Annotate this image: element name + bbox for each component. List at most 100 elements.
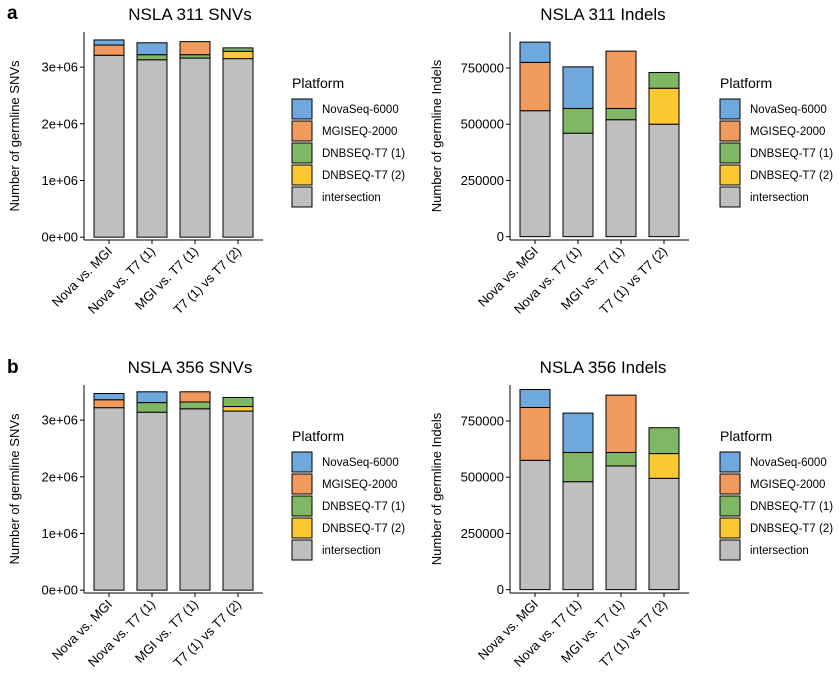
bar-segment-dnbseq-t7-1 — [179, 54, 211, 59]
bar-segment-novaseq-6000 — [519, 41, 551, 63]
bar-segment-dnbseq-t7-1 — [222, 396, 254, 408]
legend-label: DNBSEQ-T7 (1) — [322, 501, 405, 513]
bar-segment-novaseq-6000 — [136, 391, 168, 404]
y-tick-label: 0e+00 — [41, 230, 78, 245]
bar-segment-novaseq-6000 — [93, 39, 125, 46]
bar-segment-intersection — [605, 465, 637, 591]
y-tick-label: 0 — [497, 229, 504, 244]
bar-segment-dnbseq-t7-1 — [136, 54, 168, 61]
legend-swatch — [719, 142, 741, 164]
bar-segment-intersection — [605, 119, 637, 238]
bar-segment-dnbseq-t7-1 — [562, 451, 594, 483]
chart-title: NSLA 311 Indels — [540, 5, 665, 24]
bar-segment-intersection — [519, 459, 551, 591]
bar-segment-dnbseq-t7-1 — [562, 107, 594, 134]
y-tick-label: 500000 — [461, 470, 504, 485]
legend-label: intersection — [322, 545, 381, 557]
bar-segment-intersection — [136, 59, 168, 238]
bar-segment-dnbseq-t7-2 — [648, 87, 680, 125]
chart-panel-3: NSLA 356 Indels Number of germline Indels… — [429, 358, 833, 670]
legend: Platform NovaSeq-6000 MGISEQ-2000 DNBSEQ-T7… — [291, 428, 405, 561]
legend-label: MGISEQ-2000 — [750, 126, 825, 138]
legend-label: DNBSEQ-T7 (2) — [322, 170, 405, 182]
bar-segment-intersection — [648, 123, 680, 238]
y-tick-label: 250000 — [461, 526, 504, 541]
y-tick-label: 1e+06 — [41, 526, 78, 541]
legend-swatch — [719, 495, 741, 517]
y-tick-label: 3e+06 — [41, 413, 78, 428]
chart-title: NSLA 356 Indels — [540, 358, 667, 377]
bar-segment-mgiseq-2000 — [605, 394, 637, 453]
bar-segment-intersection — [93, 407, 125, 591]
bar-segment-intersection — [222, 58, 254, 238]
bar-segment-mgiseq-2000 — [179, 391, 211, 403]
legend-swatch — [719, 186, 741, 208]
bar-segment-mgiseq-2000 — [605, 50, 637, 109]
legend-swatch — [291, 120, 313, 142]
bar-segment-dnbseq-t7-2 — [222, 406, 254, 412]
bar-segment-mgiseq-2000 — [93, 44, 125, 56]
legend-title: Platform — [292, 428, 344, 444]
legend-label: DNBSEQ-T7 (1) — [322, 148, 405, 160]
legend-swatch — [719, 98, 741, 120]
y-axis-label: Number of germline Indels — [429, 59, 444, 212]
y-axis-label: Number of germline SNVs — [7, 60, 22, 211]
bar-segment-intersection — [93, 54, 125, 238]
bar-segment-mgiseq-2000 — [519, 406, 551, 461]
legend-label: DNBSEQ-T7 (2) — [750, 523, 833, 535]
legend-swatch — [291, 473, 313, 495]
chart-panel-1: NSLA 311 Indels Number of germline Indels… — [429, 5, 833, 317]
y-tick-label: 750000 — [461, 60, 504, 75]
legend-swatch — [291, 98, 313, 120]
chart-panel-2: NSLA 356 SNVs Number of germline SNVs 0e+0… — [7, 358, 405, 670]
bar-segment-novaseq-6000 — [93, 393, 125, 401]
legend-label: MGISEQ-2000 — [322, 479, 397, 491]
bar-segment-intersection — [562, 481, 594, 591]
legend-label: MGISEQ-2000 — [322, 126, 397, 138]
legend-swatch — [719, 451, 741, 473]
legend-label: NovaSeq-6000 — [322, 457, 399, 469]
bar-segment-novaseq-6000 — [562, 66, 594, 109]
panel-label-a: a — [7, 3, 18, 24]
legend-label: DNBSEQ-T7 (1) — [750, 148, 833, 160]
bar-segment-intersection — [136, 411, 168, 591]
legend-swatch — [291, 539, 313, 561]
y-tick-label: 1e+06 — [41, 173, 78, 188]
y-tick-label: 500000 — [461, 117, 504, 132]
bar-segment-intersection — [648, 477, 680, 591]
legend: Platform NovaSeq-6000 MGISEQ-2000 DNBSEQ-T7… — [719, 75, 833, 208]
bar-segment-intersection — [562, 132, 594, 238]
bar-segment-mgiseq-2000 — [519, 61, 551, 112]
bar-segment-dnbseq-t7-1 — [648, 427, 680, 455]
panel-label-b: b — [7, 357, 19, 378]
legend-label: intersection — [750, 545, 809, 557]
legend: Platform NovaSeq-6000 MGISEQ-2000 DNBSEQ-T7… — [719, 428, 833, 561]
bar-segment-dnbseq-t7-1 — [179, 401, 211, 410]
bar-segment-intersection — [222, 410, 254, 591]
legend: Platform NovaSeq-6000 MGISEQ-2000 DNBSEQ-T7… — [291, 75, 405, 208]
legend-label: intersection — [750, 192, 809, 204]
bar-segment-novaseq-6000 — [519, 388, 551, 408]
legend-swatch — [719, 120, 741, 142]
legend-label: MGISEQ-2000 — [750, 479, 825, 491]
bar-segment-dnbseq-t7-1 — [605, 107, 637, 121]
y-tick-label: 250000 — [461, 173, 504, 188]
y-axis-label: Number of germline SNVs — [7, 413, 22, 564]
legend-swatch — [291, 186, 313, 208]
legend-title: Platform — [720, 75, 772, 91]
legend-swatch — [291, 495, 313, 517]
legend-label: DNBSEQ-T7 (2) — [750, 170, 833, 182]
legend-swatch — [719, 473, 741, 495]
chart-title: NSLA 356 SNVs — [128, 358, 253, 377]
legend-label: DNBSEQ-T7 (2) — [322, 523, 405, 535]
legend-swatch — [719, 164, 741, 186]
y-tick-label: 750000 — [461, 413, 504, 428]
y-tick-label: 2e+06 — [41, 469, 78, 484]
bar-segment-mgiseq-2000 — [93, 399, 125, 409]
bar-segment-intersection — [519, 110, 551, 238]
legend-swatch — [291, 517, 313, 539]
chart-title: NSLA 311 SNVs — [128, 5, 251, 24]
y-axis-label: Number of germline Indels — [429, 412, 444, 565]
legend-swatch — [291, 142, 313, 164]
